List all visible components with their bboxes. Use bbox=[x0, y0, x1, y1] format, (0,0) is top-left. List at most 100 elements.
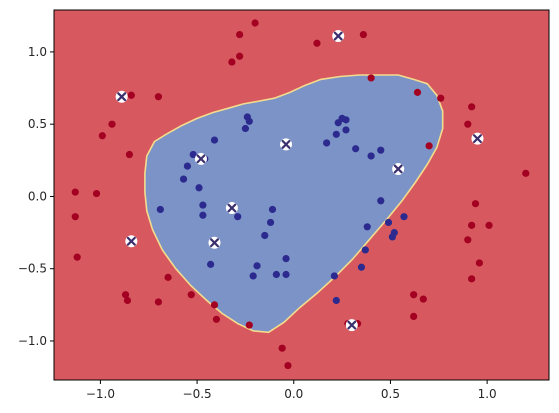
cross-point bbox=[471, 132, 484, 145]
outer-class-point bbox=[164, 273, 172, 281]
outer-class-point bbox=[522, 169, 530, 177]
cross-point bbox=[115, 90, 128, 103]
inner-class-point bbox=[266, 218, 275, 227]
y-tick-label: −0.5 bbox=[18, 262, 47, 276]
outer-class-point bbox=[419, 295, 427, 303]
outer-class-point bbox=[475, 259, 483, 267]
inner-class-point bbox=[332, 296, 340, 305]
cross-point bbox=[392, 162, 405, 175]
outer-class-point bbox=[92, 189, 101, 198]
inner-class-point bbox=[245, 117, 253, 125]
outer-class-point bbox=[98, 132, 106, 140]
cross-point bbox=[225, 202, 238, 215]
inner-class-point bbox=[334, 119, 342, 127]
data-points bbox=[71, 19, 530, 370]
outer-class-point bbox=[464, 120, 472, 128]
inner-class-point bbox=[282, 254, 290, 263]
outer-class-point bbox=[228, 58, 236, 66]
inner-class-point bbox=[342, 126, 350, 134]
outer-class-point bbox=[71, 188, 79, 196]
inner-class-point bbox=[388, 233, 396, 241]
outer-class-point bbox=[471, 200, 480, 208]
y-tick-label: −1.0 bbox=[18, 334, 47, 348]
x-tick-label: 0.0 bbox=[284, 387, 303, 401]
inner-class-region bbox=[144, 74, 444, 334]
inner-class-point bbox=[384, 218, 393, 227]
inner-class-point bbox=[183, 162, 192, 170]
inner-class-point bbox=[195, 184, 203, 192]
outer-class-point bbox=[313, 39, 321, 47]
outer-class-point bbox=[108, 120, 116, 128]
inner-class-point bbox=[332, 130, 340, 138]
inner-class-point bbox=[272, 270, 280, 279]
outer-class-point bbox=[125, 150, 134, 159]
outer-class-point bbox=[278, 344, 286, 352]
cross-point bbox=[345, 319, 358, 332]
outer-class-point bbox=[212, 315, 221, 323]
inner-class-point bbox=[400, 213, 408, 221]
inner-class-point bbox=[234, 213, 242, 221]
cross-point bbox=[280, 138, 293, 151]
x-tick-label: 0.5 bbox=[381, 387, 400, 401]
x-tick-label: −0.5 bbox=[183, 387, 212, 401]
inner-class-point bbox=[282, 270, 290, 279]
inner-class-point bbox=[323, 139, 331, 147]
outer-class-point bbox=[123, 296, 132, 305]
outer-class-point bbox=[210, 301, 219, 309]
inner-class-point bbox=[261, 231, 269, 240]
x-tick-label: 1.0 bbox=[478, 387, 497, 401]
inner-class-point bbox=[207, 260, 215, 268]
y-tick-label: 0.5 bbox=[28, 117, 47, 131]
plot-area bbox=[53, 9, 550, 381]
cross-point bbox=[125, 235, 138, 248]
inner-class-point bbox=[253, 262, 261, 270]
inner-class-point bbox=[249, 272, 257, 280]
inner-class-point bbox=[179, 175, 188, 183]
outer-class-point bbox=[71, 213, 79, 221]
inner-class-point bbox=[199, 201, 207, 209]
inner-class-point bbox=[241, 124, 250, 133]
outer-class-point bbox=[468, 103, 476, 111]
cross-point bbox=[194, 152, 207, 165]
inner-class-point bbox=[330, 272, 338, 280]
inner-class-point bbox=[210, 136, 219, 144]
y-axis: −1.0 −0.5 0.0 0.5 1.0 bbox=[18, 45, 54, 348]
inner-class-point bbox=[361, 246, 369, 254]
inner-class-point bbox=[357, 263, 366, 271]
inner-class-point bbox=[342, 116, 350, 124]
outer-class-point bbox=[359, 30, 367, 39]
x-tick-label: −1.0 bbox=[86, 387, 115, 401]
inner-class-point bbox=[363, 223, 371, 231]
x-axis: −1.0 −0.5 0.0 0.5 1.0 bbox=[86, 380, 497, 401]
outer-class-point bbox=[236, 30, 244, 39]
cross-point bbox=[208, 236, 221, 249]
inner-class-point bbox=[156, 205, 164, 214]
outer-class-point bbox=[485, 221, 493, 229]
outer-class-point bbox=[367, 74, 375, 82]
outer-class-point bbox=[251, 19, 259, 27]
plot-frame bbox=[53, 9, 550, 381]
outer-class-point bbox=[410, 312, 418, 321]
outer-class-point bbox=[73, 253, 81, 261]
outer-class-point bbox=[410, 291, 418, 299]
outer-class-point bbox=[245, 321, 253, 329]
outer-class-point bbox=[284, 361, 292, 370]
outer-class-point bbox=[154, 93, 163, 101]
cross-point bbox=[332, 30, 345, 43]
y-tick-label: 0.0 bbox=[28, 189, 47, 203]
outer-class-point bbox=[437, 94, 445, 102]
inner-class-point bbox=[377, 146, 385, 154]
inner-class-point bbox=[352, 145, 360, 153]
inner-class-point bbox=[199, 211, 207, 219]
inner-class-point bbox=[377, 197, 385, 205]
outer-class-point bbox=[425, 142, 433, 150]
outer-class-point bbox=[468, 221, 476, 229]
y-tick-label: 1.0 bbox=[28, 45, 47, 59]
outer-class-point bbox=[127, 91, 135, 99]
inner-class-point bbox=[189, 150, 197, 159]
outer-class-point bbox=[154, 298, 163, 306]
outer-class-point bbox=[468, 275, 476, 283]
outer-class-point bbox=[187, 291, 195, 299]
outer-class-point bbox=[121, 291, 130, 299]
